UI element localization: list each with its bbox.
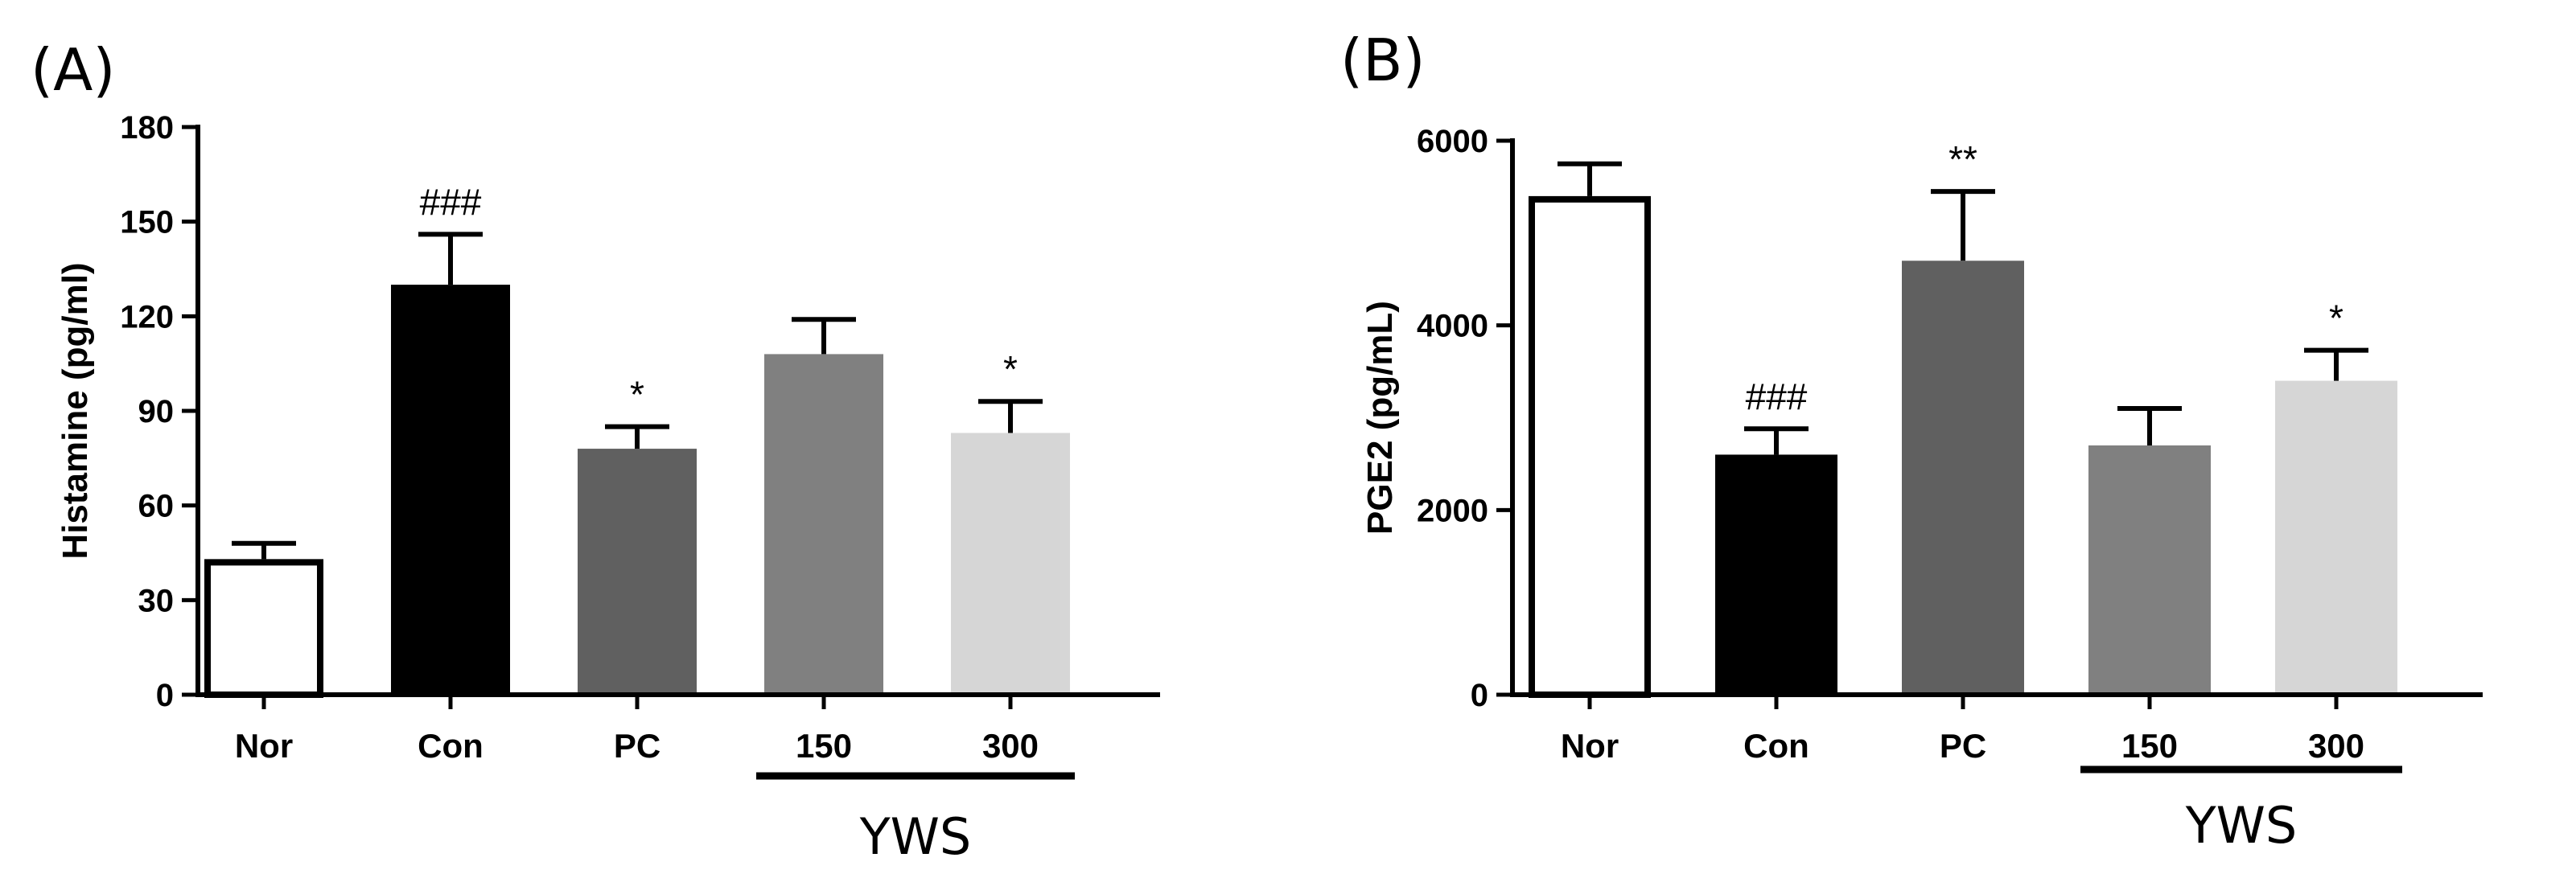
group-label: YWS bbox=[859, 807, 972, 866]
category-label: Con bbox=[418, 727, 484, 765]
bar-con bbox=[391, 285, 510, 695]
group-label: YWS bbox=[2185, 796, 2298, 855]
bar-300 bbox=[2275, 380, 2397, 695]
significance-label: ### bbox=[1746, 375, 1808, 417]
y-tick-label: 30 bbox=[138, 583, 175, 618]
error-bar-pc bbox=[605, 424, 669, 449]
bar-150 bbox=[764, 354, 883, 695]
error-bar-pc bbox=[1931, 189, 1995, 261]
y-tick-label: 2000 bbox=[1417, 493, 1488, 528]
y-axis-title: PGE2 (pg/mL) bbox=[1360, 301, 1400, 535]
bar-pc bbox=[1902, 261, 2024, 695]
panel-label: (A) bbox=[31, 36, 115, 104]
category-label: 150 bbox=[796, 727, 852, 765]
category-label: PC bbox=[614, 727, 660, 765]
significance-label: ** bbox=[1948, 138, 1977, 180]
category-label: 150 bbox=[2121, 727, 2178, 765]
significance-label: * bbox=[630, 374, 644, 416]
bar-con bbox=[1715, 454, 1837, 695]
significance-label: * bbox=[2329, 298, 2344, 339]
y-tick-label: 4000 bbox=[1417, 309, 1488, 344]
category-label: PC bbox=[1940, 727, 1986, 765]
category-label: Nor bbox=[235, 727, 293, 765]
y-tick-label: 150 bbox=[120, 205, 174, 240]
significance-label: ### bbox=[420, 181, 482, 223]
chart-panel-1: (A) Histamine (pg/ml) Nor ### Con * PC 150 * 300 0… bbox=[31, 36, 1160, 866]
y-tick-label: 90 bbox=[138, 394, 175, 429]
bar-nor bbox=[204, 559, 323, 698]
error-bar-nor bbox=[1558, 161, 1622, 196]
error-bar-con bbox=[418, 232, 483, 285]
bar-nor bbox=[1529, 195, 1651, 698]
y-tick-label: 6000 bbox=[1417, 124, 1488, 159]
error-bar-150 bbox=[2117, 406, 2182, 445]
error-bar-con bbox=[1744, 426, 1809, 455]
category-label: 300 bbox=[982, 727, 1039, 765]
bar-pc bbox=[578, 449, 697, 695]
panel-label: (B) bbox=[1340, 27, 1426, 94]
error-bar-150 bbox=[792, 317, 856, 355]
y-tick-label: 120 bbox=[120, 299, 174, 334]
y-tick-label: 0 bbox=[1471, 678, 1488, 713]
category-label: 300 bbox=[2308, 727, 2364, 765]
bar-300 bbox=[951, 433, 1070, 695]
chart-panel-2: (B) PGE2 (pg/mL) Nor ### Con ** PC 150 * 300 0 2000… bbox=[1340, 27, 2483, 855]
error-bar-300 bbox=[2304, 347, 2368, 381]
y-tick-label: 0 bbox=[156, 678, 174, 713]
error-bar-nor bbox=[232, 540, 296, 560]
significance-label: * bbox=[1003, 348, 1018, 390]
bar-150 bbox=[2088, 445, 2211, 695]
category-label: Nor bbox=[1561, 727, 1619, 765]
error-bar-300 bbox=[978, 399, 1043, 433]
y-tick-label: 180 bbox=[120, 110, 174, 146]
y-axis-title: Histamine (pg/ml) bbox=[56, 262, 95, 559]
category-label: Con bbox=[1743, 727, 1809, 765]
y-tick-label: 60 bbox=[138, 489, 175, 524]
